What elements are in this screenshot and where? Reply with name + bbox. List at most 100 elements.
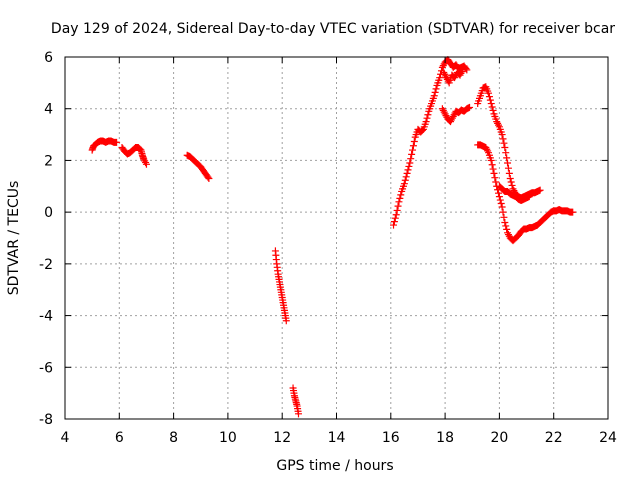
x-tick-label: 16	[382, 430, 400, 446]
data-point	[282, 317, 290, 325]
data-point	[393, 206, 401, 214]
chart-title: Day 129 of 2024, Sidereal Day-to-day VTE…	[51, 21, 615, 37]
data-point	[403, 169, 411, 177]
data-point	[498, 131, 506, 139]
data-point	[485, 89, 493, 97]
data-point	[485, 93, 493, 101]
series-seg7	[438, 103, 474, 126]
y-tick-label: 6	[44, 50, 53, 66]
data-point	[508, 181, 516, 189]
series-seg1	[88, 137, 121, 154]
data-points	[88, 56, 577, 418]
series-seg5	[289, 384, 302, 418]
data-point	[499, 135, 507, 143]
data-point	[390, 218, 398, 226]
data-point	[142, 159, 150, 167]
series-seg10	[474, 141, 577, 245]
data-point	[486, 96, 494, 104]
data-point	[490, 169, 498, 177]
y-tick-label: 2	[44, 153, 53, 169]
data-point	[392, 211, 400, 219]
data-point	[503, 225, 511, 233]
x-tick-label: 10	[219, 430, 237, 446]
data-point	[536, 186, 544, 194]
data-point	[487, 156, 495, 164]
data-point	[501, 218, 509, 226]
data-point	[498, 203, 506, 211]
data-point	[459, 66, 467, 74]
data-point	[424, 111, 432, 119]
y-tick-label: -2	[39, 257, 53, 273]
x-tick-label: 8	[169, 430, 178, 446]
data-point	[405, 162, 413, 170]
data-point	[396, 194, 404, 202]
x-tick-label: 4	[61, 430, 70, 446]
data-point	[489, 106, 497, 114]
x-tick-label: 12	[273, 430, 291, 446]
data-point	[492, 178, 500, 186]
data-point	[501, 144, 509, 151]
data-point	[400, 180, 408, 188]
data-point	[502, 149, 510, 157]
data-point	[294, 410, 302, 418]
data-point	[142, 160, 150, 168]
data-point	[404, 166, 412, 174]
data-point	[431, 88, 439, 96]
data-point	[407, 155, 415, 163]
data-point	[488, 161, 496, 169]
data-point	[484, 147, 492, 155]
x-tick-label: 24	[599, 430, 617, 446]
series-seg11	[495, 182, 533, 205]
series-seg2	[118, 144, 150, 168]
x-axis-label: GPS time / hours	[276, 458, 393, 474]
y-tick-label: -8	[39, 412, 53, 428]
series-seg3	[183, 151, 213, 183]
data-point	[491, 174, 499, 182]
x-tick-label: 18	[436, 430, 454, 446]
data-point	[401, 176, 409, 184]
data-point	[397, 191, 405, 199]
data-point	[395, 198, 403, 206]
data-point	[507, 178, 515, 186]
data-point	[499, 208, 507, 216]
data-point	[525, 193, 533, 201]
data-point	[466, 103, 474, 111]
data-point	[113, 138, 121, 146]
data-point	[204, 173, 212, 181]
data-point	[436, 74, 444, 82]
data-point	[390, 221, 398, 229]
x-tick-label: 20	[490, 430, 508, 446]
data-point	[500, 213, 508, 221]
data-point	[502, 222, 510, 230]
data-point	[458, 68, 466, 76]
data-point	[409, 146, 417, 154]
axis-ticks	[64, 56, 609, 420]
data-point	[495, 193, 503, 201]
y-axis-label: SDTVAR / TECUs	[6, 181, 22, 296]
data-point	[504, 159, 512, 167]
data-point	[432, 85, 440, 93]
y-tick-label: -4	[39, 309, 53, 325]
x-tick-label: 14	[328, 430, 346, 446]
data-point	[205, 175, 213, 183]
y-tick-label: 4	[44, 102, 53, 118]
data-point	[394, 202, 402, 210]
data-point	[409, 142, 417, 150]
data-point	[496, 196, 504, 204]
data-point	[489, 165, 497, 173]
data-point	[488, 103, 496, 111]
data-point	[494, 121, 502, 129]
data-point	[402, 173, 410, 181]
series-seg9	[474, 83, 544, 202]
x-tick-label: 6	[115, 430, 124, 446]
data-point	[497, 200, 505, 208]
data-point	[391, 214, 399, 222]
data-point	[506, 175, 514, 183]
data-point	[569, 208, 577, 216]
data-point	[462, 65, 470, 73]
data-point	[500, 139, 508, 147]
series-seg4	[271, 247, 290, 325]
